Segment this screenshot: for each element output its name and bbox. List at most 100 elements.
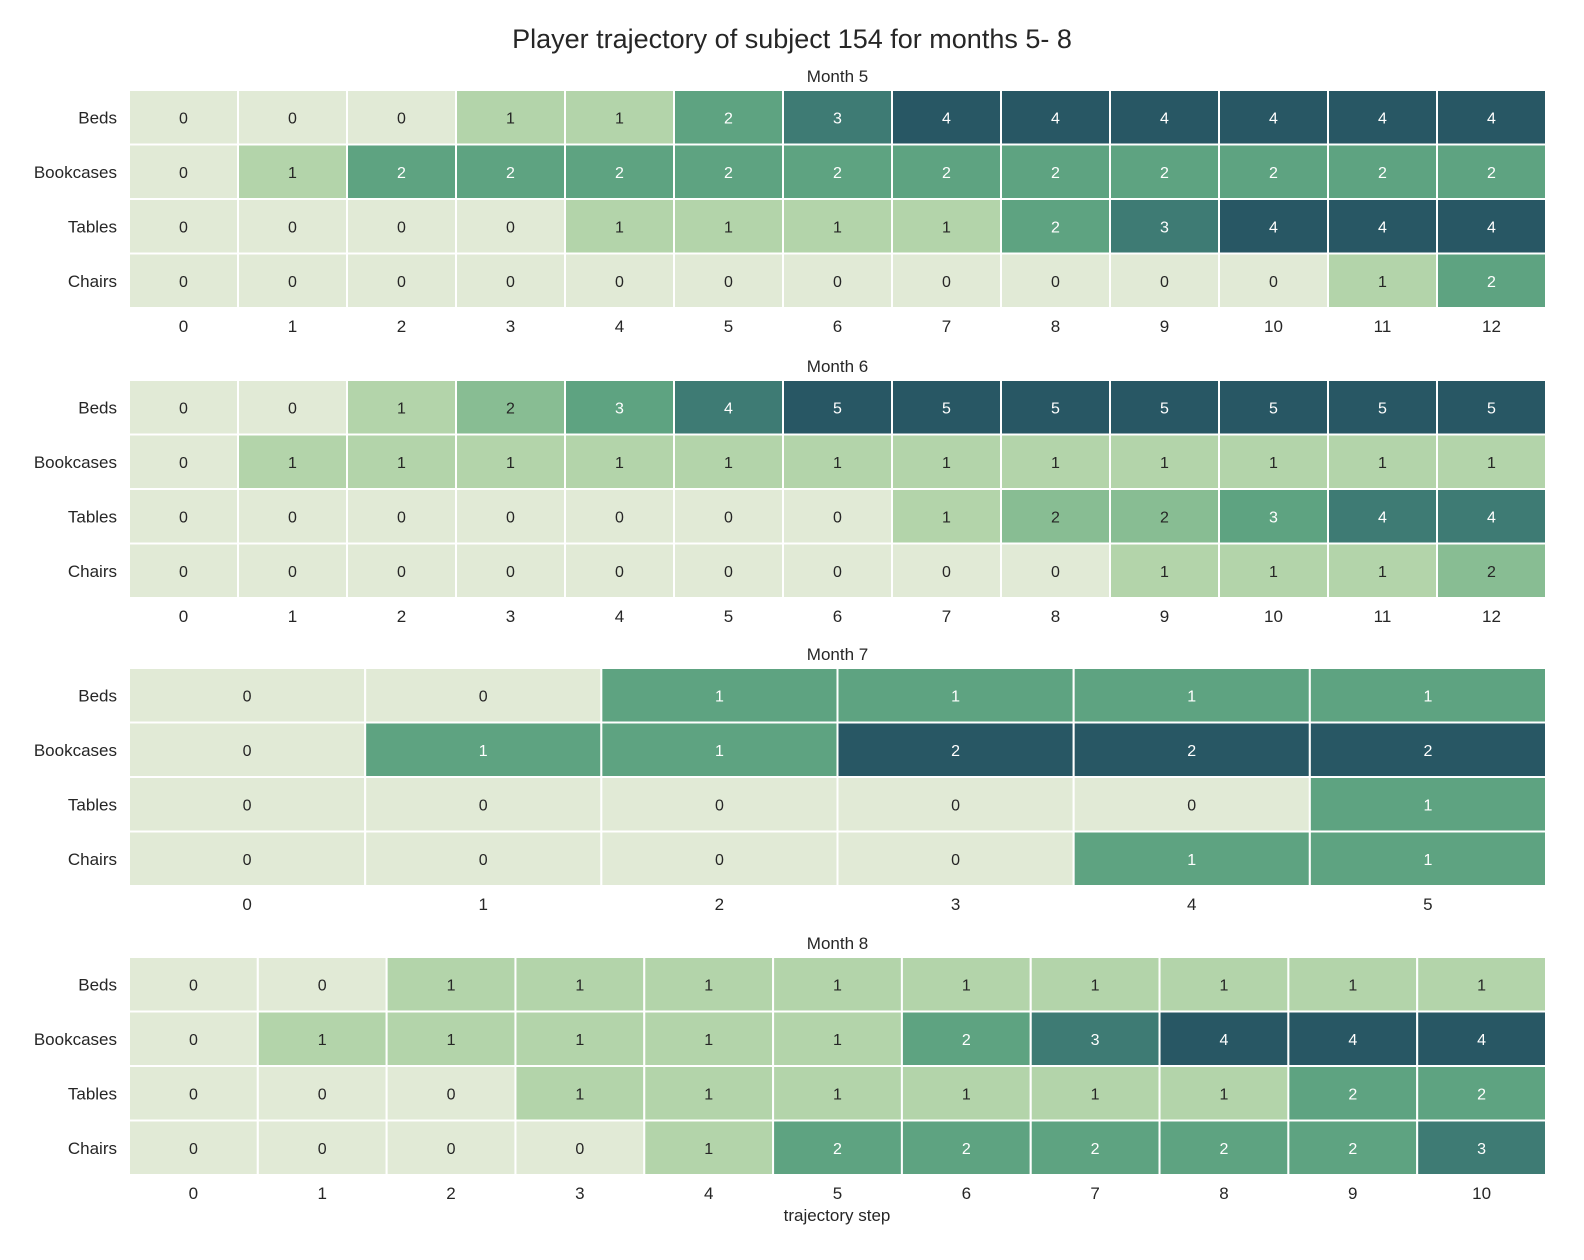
- cell-value-label: 1: [1187, 688, 1196, 705]
- column-tick-label: 9: [1160, 607, 1169, 626]
- cell-value-label: 1: [962, 977, 971, 994]
- heatmap-cell: [1287, 1010, 1419, 1067]
- row-tick-label: Beds: [78, 686, 117, 705]
- cell-value-label: 0: [506, 274, 515, 291]
- heatmap-cell: [128, 1119, 259, 1176]
- heatmap-cell: [237, 89, 348, 146]
- heatmap-cell: [1109, 433, 1220, 490]
- column-tick-label: 3: [951, 895, 960, 914]
- column-tick-label: 12: [1482, 317, 1501, 336]
- cell-value-label: 2: [506, 400, 515, 417]
- cell-value-label: 4: [1477, 1032, 1486, 1049]
- cell-value-label: 0: [951, 797, 960, 814]
- cell-value-label: 1: [942, 455, 951, 472]
- heatmap-cell: [1327, 89, 1438, 146]
- cell-value-label: 1: [704, 1032, 713, 1049]
- cell-value-label: 3: [1160, 219, 1169, 236]
- cell-value-label: 1: [942, 219, 951, 236]
- cell-value-label: 0: [833, 274, 842, 291]
- cell-value-label: 1: [615, 219, 624, 236]
- cell-value-label: 1: [1423, 797, 1432, 814]
- row-tick-label: Beds: [78, 108, 117, 127]
- cell-value-label: 1: [715, 743, 724, 760]
- cell-value-label: 2: [1477, 1086, 1486, 1103]
- cell-value-label: 5: [1160, 400, 1169, 417]
- cell-value-label: 0: [715, 852, 724, 869]
- cell-value-label: 5: [1051, 400, 1060, 417]
- column-tick-label: 3: [575, 1184, 584, 1203]
- heatmap-cell: [836, 667, 1075, 724]
- cell-value-label: 1: [288, 455, 297, 472]
- cell-value-label: 0: [724, 564, 733, 581]
- heatmap-cell: [1109, 488, 1220, 545]
- heatmap-cell: [1436, 542, 1547, 599]
- row-tick-label: Chairs: [68, 850, 117, 869]
- heatmap-cell: [455, 542, 566, 599]
- cell-value-label: 1: [942, 509, 951, 526]
- heatmap-cell: [643, 1119, 775, 1176]
- heatmap-cell: [600, 721, 839, 778]
- row-tick-label: Tables: [68, 795, 117, 814]
- cell-value-label: 2: [1378, 165, 1387, 182]
- cell-value-label: 5: [1487, 400, 1496, 417]
- cell-value-label: 4: [1051, 110, 1060, 127]
- cell-value-label: 1: [704, 1086, 713, 1103]
- heatmap-cell: [514, 956, 646, 1013]
- cell-value-label: 0: [1051, 564, 1060, 581]
- heatmap-cell: [1436, 379, 1547, 436]
- heatmap-cell: [1308, 776, 1548, 833]
- heatmap-cell: [1072, 721, 1311, 778]
- heatmap-cell: [128, 542, 239, 599]
- heatmap-cell: [1436, 488, 1547, 545]
- cell-value-label: 0: [189, 1032, 198, 1049]
- heatmap-cell: [1416, 956, 1547, 1013]
- cell-value-label: 1: [1269, 564, 1278, 581]
- heatmap-cell: [1287, 1065, 1419, 1122]
- cell-value-label: 1: [575, 977, 584, 994]
- column-tick-label: 11: [1374, 317, 1392, 336]
- column-tick-label: 5: [724, 607, 733, 626]
- cell-value-label: 4: [1269, 219, 1278, 236]
- heatmap-cell: [891, 143, 1002, 200]
- heatmap-cell: [455, 379, 566, 436]
- row-tick-label: Chairs: [68, 1139, 117, 1158]
- heatmap-cell: [1000, 488, 1111, 545]
- heatmap-cell: [128, 89, 239, 146]
- cell-value-label: 0: [942, 564, 951, 581]
- cell-value-label: 0: [288, 400, 297, 417]
- cell-value-label: 0: [179, 274, 188, 291]
- heatmap-cell: [1000, 252, 1111, 309]
- column-tick-label: 0: [179, 607, 188, 626]
- column-tick-label: 1: [317, 1184, 326, 1203]
- cell-value-label: 4: [1348, 1032, 1357, 1049]
- column-tick-label: 7: [1090, 1184, 1099, 1203]
- heatmap-cell: [900, 1119, 1032, 1176]
- cell-value-label: 2: [1487, 274, 1496, 291]
- cell-value-label: 1: [1378, 564, 1387, 581]
- row-tick-label: Beds: [78, 975, 117, 994]
- heatmap-cell: [1218, 252, 1329, 309]
- heatmap-cell: [673, 488, 784, 545]
- cell-value-label: 1: [1091, 1086, 1100, 1103]
- column-tick-label: 10: [1264, 607, 1283, 626]
- cell-value-label: 1: [288, 165, 297, 182]
- cell-value-label: 2: [1051, 165, 1060, 182]
- heatmap-cell: [128, 830, 367, 887]
- column-tick-label: 9: [1348, 1184, 1357, 1203]
- cell-value-label: 1: [479, 743, 488, 760]
- cell-value-label: 1: [575, 1032, 584, 1049]
- heatmap-cell: [782, 433, 893, 490]
- column-tick-label: 11: [1374, 607, 1392, 626]
- row-tick-label: Tables: [68, 507, 117, 526]
- heatmap-cell: [346, 542, 457, 599]
- cell-value-label: 2: [1091, 1141, 1100, 1158]
- heatmap-cell: [1109, 143, 1220, 200]
- heatmap-cell: [1436, 433, 1547, 490]
- cell-value-label: 3: [1477, 1141, 1486, 1158]
- cell-value-label: 1: [833, 455, 842, 472]
- cell-value-label: 5: [942, 400, 951, 417]
- heatmap-cell: [1109, 252, 1220, 309]
- column-tick-label: 1: [479, 895, 488, 914]
- cell-value-label: 0: [189, 977, 198, 994]
- cell-value-label: 2: [724, 110, 733, 127]
